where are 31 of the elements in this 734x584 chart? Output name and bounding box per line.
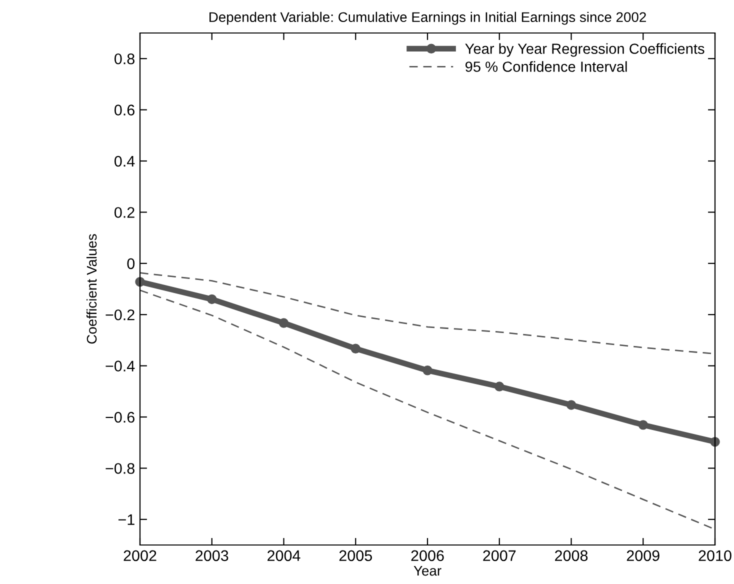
y-tick-label: −0.8	[106, 463, 134, 474]
x-axis-title: Year	[414, 566, 442, 576]
y-tick-label: 0.2	[114, 207, 134, 218]
legend-label: 95 % Confidence Interval	[465, 61, 627, 72]
x-tick-label: 2003	[196, 550, 228, 562]
y-tick-label: 0.4	[114, 156, 135, 167]
x-tick-label: 2009	[626, 550, 660, 562]
y-tick-label: −0.6	[106, 412, 134, 423]
point	[638, 420, 648, 430]
point	[494, 382, 504, 392]
chart-title: Dependent Variable: Cumulative Earnings in Initial Earnings since 2002	[210, 12, 646, 25]
point	[566, 400, 576, 410]
x-tick-label: 2002	[124, 550, 156, 562]
y-axis-title: Coefficient Values	[86, 234, 97, 344]
x-tick-label: 2004	[268, 550, 300, 562]
x-tick-label: 2006	[411, 550, 444, 562]
point	[278, 318, 289, 328]
y-tick-label: −0.2	[106, 309, 134, 320]
x-tick-label: 2008	[555, 550, 588, 562]
y-tick-label: −1	[118, 514, 134, 525]
point	[350, 344, 360, 354]
x-tick-label: 2007	[483, 550, 516, 562]
y-tick-label: 0.6	[114, 104, 134, 116]
y-tick-label: 0	[127, 258, 135, 270]
point	[207, 294, 217, 304]
y-tick-label: 0.8	[114, 53, 134, 64]
y-tick-label: −0.4	[106, 360, 135, 372]
point	[422, 366, 432, 376]
x-tick-label: 2010	[698, 550, 732, 562]
x-tick-label: 2005	[339, 550, 372, 562]
legend-label: Year by Year Regression Coefficients	[465, 43, 704, 57]
